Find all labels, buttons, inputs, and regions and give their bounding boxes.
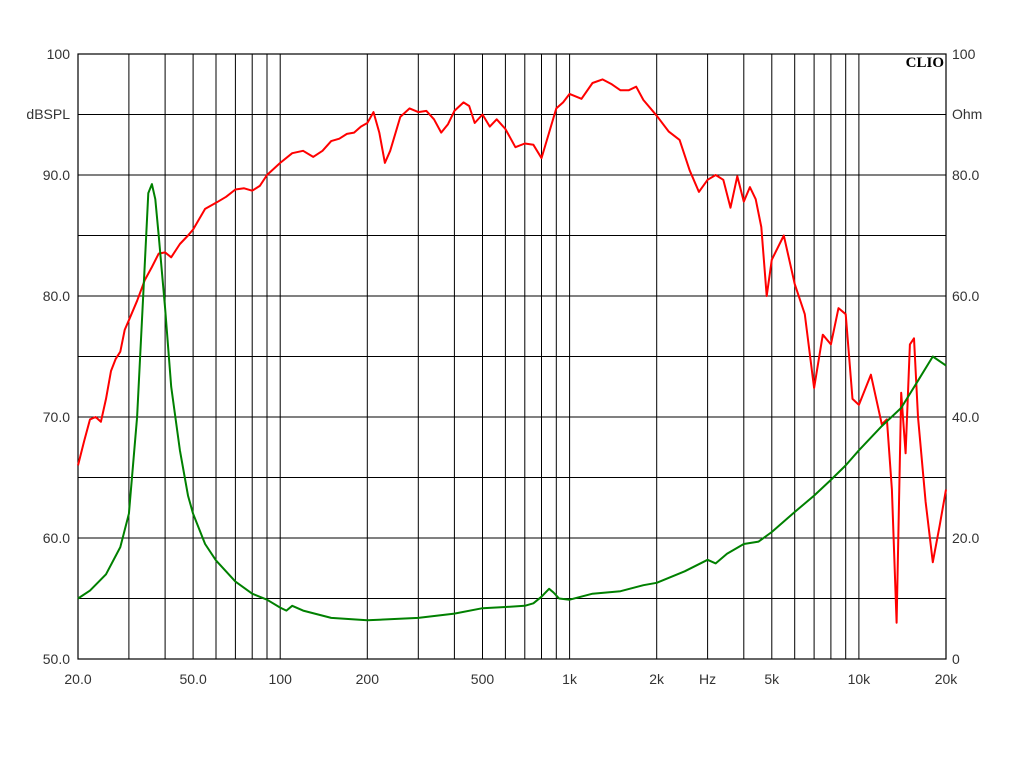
x-tick-label: 20.0 [64,671,91,687]
left-tick-label: 50.0 [43,651,70,667]
right-tick-label: 0 [952,651,960,667]
x-tick-label: 100 [269,671,293,687]
x-axis-unit-label: Hz [699,671,716,687]
left-axis-ticks: 100 90.0 80.0 70.0 60.0 50.0 [43,46,70,667]
impedance-series-line [77,183,947,622]
right-tick-label: 100 [952,46,976,62]
left-tick-label: 70.0 [43,409,70,425]
right-tick-label: 40.0 [952,409,979,425]
right-tick-label: 60.0 [952,288,979,304]
plot-frame [77,53,947,660]
horizontal-grid [78,114,946,599]
x-tick-label: 500 [471,671,495,687]
x-tick-label: 10k [848,671,872,687]
left-tick-label: 60.0 [43,530,70,546]
left-tick-label: 100 [47,46,71,62]
x-tick-label: 1k [562,671,578,687]
brand-label: CLIO [906,55,944,71]
x-tick-label: 200 [356,671,380,687]
x-tick-label: 50.0 [180,671,207,687]
x-tick-label: 20k [935,671,959,687]
right-axis-ticks: 100 80.0 60.0 40.0 20.0 0 [952,46,979,667]
left-tick-label: 90.0 [43,167,70,183]
x-tick-label: 5k [764,671,780,687]
left-tick-label: 80.0 [43,288,70,304]
x-tick-label: 2k [649,671,665,687]
x-axis-ticks: 20.0 50.0 100 200 500 1k 2k 5k 10k 20k Hz [64,671,958,687]
right-tick-label: 80.0 [952,167,979,183]
right-tick-label: 20.0 [952,530,979,546]
series-curves [77,78,947,624]
right-axis-unit-label: Ohm [952,106,982,122]
left-axis-unit-label: dBSPL [26,106,70,122]
spl-series-line [77,78,947,624]
